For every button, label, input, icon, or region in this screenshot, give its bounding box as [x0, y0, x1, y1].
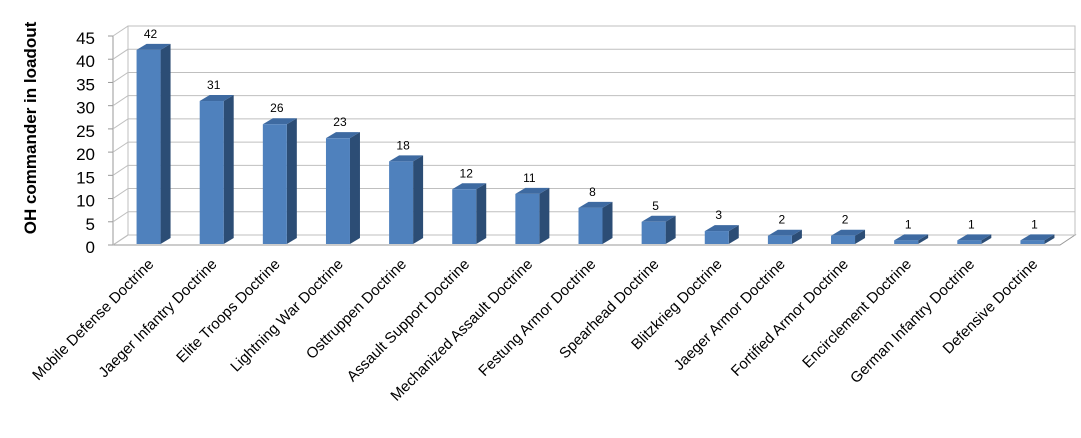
- x-tick-label: Mobile Defense Doctrine: [29, 256, 157, 384]
- value-label: 1: [968, 217, 975, 231]
- y-tick-label: 10: [76, 192, 95, 211]
- value-label: 8: [589, 185, 596, 199]
- y-tick-label: 20: [76, 145, 95, 164]
- x-tick-label: Fortified Armor Doctrine: [728, 256, 852, 380]
- bar: [831, 235, 856, 244]
- bar-side: [286, 118, 297, 244]
- bar: [957, 240, 982, 244]
- value-label: 3: [715, 208, 722, 222]
- value-label: 1: [1031, 217, 1038, 231]
- bar-side: [413, 155, 424, 244]
- y-tick-label: 35: [76, 75, 95, 94]
- bar-side: [223, 95, 234, 245]
- bar-top: [515, 187, 550, 194]
- bar-side: [665, 215, 676, 244]
- y-tick-label: 30: [76, 99, 95, 118]
- value-label: 18: [396, 138, 410, 152]
- grid-line: [112, 48, 129, 60]
- x-tick-label: Lightning War Doctrine: [227, 256, 347, 376]
- value-label: 31: [207, 78, 221, 92]
- y-axis-label: OH commander in loadout: [21, 21, 40, 234]
- y-tick-label: 40: [76, 52, 95, 71]
- value-label: 1: [905, 217, 912, 231]
- bar-side: [855, 229, 866, 244]
- bar-side: [476, 183, 487, 244]
- bar-top: [262, 118, 297, 125]
- grid-line: [112, 141, 129, 153]
- bar: [1020, 240, 1045, 244]
- bar-top: [704, 225, 739, 232]
- bar-side: [160, 43, 171, 244]
- grid-line: [112, 234, 129, 246]
- value-label: 2: [779, 213, 786, 227]
- bar: [389, 161, 414, 244]
- bar: [515, 193, 540, 244]
- bar-top: [389, 155, 424, 162]
- bar-top: [325, 132, 360, 139]
- bar-top: [199, 95, 234, 102]
- value-label: 26: [270, 101, 284, 115]
- y-tick-label: 25: [76, 122, 95, 141]
- value-label: 2: [842, 213, 849, 227]
- bar: [578, 207, 603, 244]
- x-tick-label: Jaeger Infantry Doctrine: [95, 256, 220, 381]
- bar-side: [728, 225, 739, 244]
- bar-top: [1020, 234, 1055, 241]
- x-tick-label: Elite Troops Doctrine: [173, 256, 283, 366]
- bar: [767, 235, 792, 244]
- x-tick-label: Jaeger Armor Doctrine: [671, 256, 789, 374]
- x-tick-label: German Infantry Doctrine: [847, 256, 978, 387]
- x-tick-label: Encirclement Doctrine: [799, 256, 915, 372]
- bar-top: [831, 229, 866, 236]
- y-tick-label: 45: [76, 29, 95, 48]
- bar-top: [767, 229, 802, 236]
- bar-top: [641, 215, 676, 222]
- x-tick-label: Festung Armor Doctrine: [475, 256, 599, 380]
- value-label: 42: [144, 27, 158, 41]
- bar: [452, 189, 477, 244]
- grid-line: [112, 95, 129, 107]
- value-label: 11: [523, 171, 536, 185]
- bar-side: [918, 234, 929, 244]
- bar: [894, 240, 919, 244]
- bar-side: [539, 187, 550, 244]
- grid-line: [112, 72, 129, 83]
- bar-side: [1044, 234, 1055, 244]
- bar: [199, 101, 224, 245]
- grid-line: [112, 25, 129, 37]
- bar-top: [894, 234, 929, 241]
- bar: [704, 231, 729, 244]
- bar: [136, 49, 161, 244]
- y-tick-label: 5: [86, 215, 95, 234]
- y-tick-label: 0: [86, 238, 95, 257]
- bar-side: [349, 132, 360, 244]
- bar: [325, 138, 350, 244]
- bar-top: [452, 183, 487, 190]
- grid-line: [112, 211, 129, 223]
- value-label: 5: [652, 199, 659, 213]
- value-label: 12: [460, 166, 474, 180]
- x-tick-label: Assault Support Doctrine: [344, 256, 473, 385]
- bar-top: [957, 234, 992, 241]
- bar-side: [602, 201, 613, 244]
- bar-side: [981, 234, 992, 244]
- y-tick-label: 15: [76, 168, 95, 187]
- grid-line: [112, 164, 129, 176]
- bar-side: [791, 229, 802, 244]
- bar-top: [136, 43, 171, 50]
- bar: [262, 124, 287, 244]
- bar-top: [578, 201, 613, 208]
- bar: [641, 221, 666, 244]
- grid-line: [112, 188, 129, 199]
- grid-line: [112, 118, 129, 130]
- value-label: 23: [333, 115, 347, 129]
